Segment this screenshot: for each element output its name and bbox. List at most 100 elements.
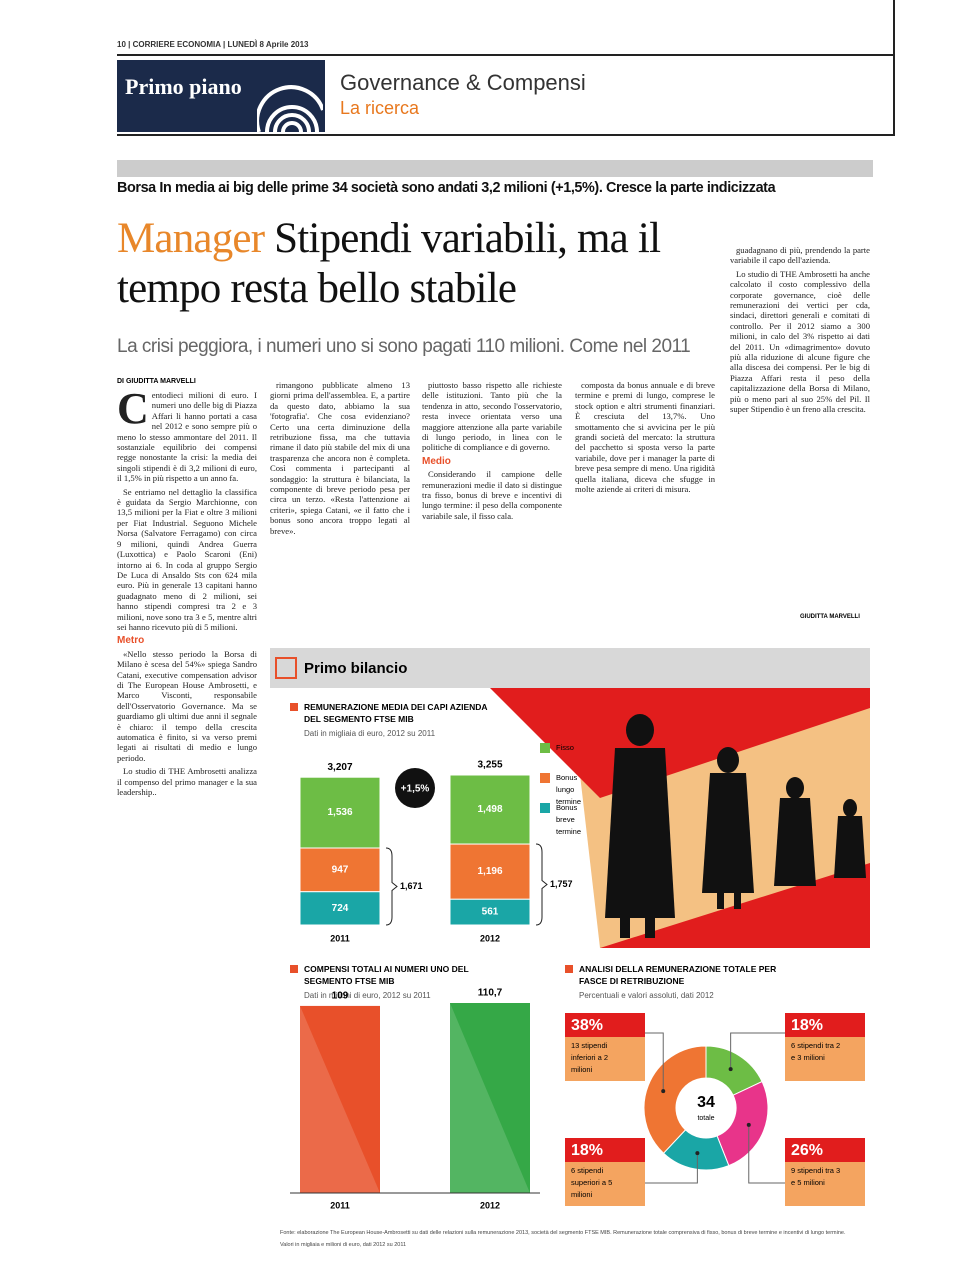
section: Primo piano <box>125 74 242 99</box>
chart-title: COMPENSI TOTALI AI NUMERI UNO DEL SEGMENT… <box>304 964 469 986</box>
topic: Governance & Compensi <box>340 70 586 95</box>
x-label: 2012 <box>480 1200 500 1210</box>
subhead: Metro <box>117 635 145 647</box>
line: milioni <box>571 1190 593 1199</box>
folio: 10 | CORRIERE ECONOMIA | LUNEDÌ 8 Aprile… <box>117 40 309 49</box>
donut-slice <box>716 1080 769 1167</box>
legend-label: Bonus lungo termine <box>556 773 581 806</box>
line: 13 stipendi <box>571 1041 608 1050</box>
logo <box>257 85 323 132</box>
paragraph: guadagnano di più, prendendo la parte va… <box>730 245 870 266</box>
chart-subtitle: Dati in milioni di euro, 2012 su 2011 <box>304 991 431 1000</box>
title-marker <box>565 965 573 973</box>
segment-label: 1,498 <box>477 804 502 815</box>
legend-swatch <box>540 803 550 813</box>
rule <box>893 0 895 136</box>
date: LUNEDÌ 8 Aprile 2013 <box>227 40 309 49</box>
leader <box>748 1124 785 1184</box>
line: Fonte: elaborazione The European House-A… <box>280 1230 846 1236</box>
change-bubble <box>395 768 435 808</box>
title-marker <box>290 965 298 973</box>
line: Bonus <box>556 773 578 782</box>
segment-label: 1,196 <box>477 866 502 877</box>
callout-body <box>785 1162 865 1206</box>
total-label: 3,255 <box>477 760 502 771</box>
line: FASCE DI RETRIBUZIONE <box>579 976 685 986</box>
bar-shade <box>450 1003 530 1193</box>
change-label: +1,5% <box>401 784 430 795</box>
leader <box>730 1032 785 1070</box>
chart-title: REMUNERAZIONE MEDIA DEI CAPI AZIENDA DEL … <box>304 702 488 724</box>
column: rimangono pubblicate almeno 13 giorni pr… <box>270 380 410 635</box>
paragraph: composta da bonus annuale e di breve ter… <box>575 380 715 495</box>
bar-segment <box>299 847 381 893</box>
legend-swatch <box>540 743 550 753</box>
total-label: 3,207 <box>327 762 352 773</box>
line: milioni <box>571 1065 593 1074</box>
paragraph: rimangono pubblicate almeno 13 giorni pr… <box>270 380 410 536</box>
line: superiori a 5 <box>571 1178 612 1187</box>
total: 34 <box>697 1094 715 1111</box>
leader <box>645 1153 698 1184</box>
line: ANALISI DELLA REMUNERAZIONE TOTALE PER <box>579 964 776 974</box>
paper-name: CORRIERE ECONOMIA <box>132 40 221 49</box>
bracket <box>535 843 548 926</box>
chart-subtitle: Percentuali e valori assoluti, dati 2012 <box>579 991 714 1000</box>
column: guadagnano di più, prendendo la parte va… <box>730 245 870 615</box>
donut-slice <box>643 1045 707 1154</box>
value-label: 109 <box>332 991 349 1002</box>
icon <box>275 657 297 679</box>
value-label: 110,7 <box>478 988 503 999</box>
paragraph: Lo studio di THE Ambrosetti analizza il … <box>117 766 257 798</box>
signature: GIUDITTA MARVELLI <box>800 614 860 620</box>
segment-label: 1,536 <box>327 807 352 818</box>
segment-label: 724 <box>332 903 349 914</box>
line: Valori in migliaia e milioni di euro, da… <box>280 1242 406 1248</box>
callout-head <box>565 1013 645 1037</box>
line: 6 stipendi <box>571 1166 603 1175</box>
paragraph: Centodieci milioni di euro. I numeri uno… <box>117 390 257 484</box>
headline-tag: Manager <box>117 215 265 262</box>
donut-center <box>677 1079 735 1137</box>
callout-body <box>785 1037 865 1081</box>
line: e 5 milioni <box>791 1178 825 1187</box>
bar-segment <box>299 776 381 849</box>
rule <box>117 54 895 56</box>
infographic: Primo bilancio REMUNERAZIONE MEDIA DEI C… <box>270 648 870 1258</box>
bracket-label: 1,671 <box>400 881 423 891</box>
infographic-header <box>270 648 870 688</box>
legend-label: Fisso <box>556 743 574 752</box>
bar-segment <box>449 898 531 926</box>
bar <box>450 1003 530 1193</box>
callout-text: 13 stipendi inferiori a 2 milioni <box>571 1041 608 1074</box>
callout-text: 6 stipendi tra 2 e 3 milioni <box>791 1041 840 1062</box>
paragraph: Lo studio di THE Ambrosetti ha anche cal… <box>730 268 870 415</box>
bar-segment <box>449 774 531 845</box>
line: REMUNERAZIONE MEDIA DEI CAPI AZIENDA <box>304 702 488 712</box>
subtopic: La ricerca <box>340 98 420 118</box>
legend-label: Bonus breve termine <box>556 803 581 836</box>
callout-percent: 18% <box>791 1017 823 1034</box>
subhead: Medio <box>422 455 451 467</box>
leader-dot <box>661 1089 666 1094</box>
infographic-title: Primo bilancio <box>304 660 407 677</box>
leader <box>645 1032 664 1092</box>
headline-block: Manager Stipendi variabili, ma il tempo … <box>117 214 727 314</box>
x-label: 2011 <box>330 1200 350 1210</box>
kicker: Borsa In media ai big delle prime 34 soc… <box>117 180 776 196</box>
callout-percent: 26% <box>791 1142 823 1159</box>
line: breve <box>556 815 575 824</box>
chart-subtitle: Dati in migliaia di euro, 2012 su 2011 <box>304 729 436 738</box>
title-marker <box>290 703 298 711</box>
line: Fisso <box>556 743 574 752</box>
column: composta da bonus annuale e di breve ter… <box>575 380 715 635</box>
total-label: totale <box>697 1115 714 1122</box>
rule <box>117 134 895 136</box>
page-number: 10 <box>117 40 126 49</box>
legend-swatch <box>540 773 550 783</box>
leader-dot <box>728 1067 733 1072</box>
line: Bonus <box>556 803 578 812</box>
callout-body <box>565 1162 645 1206</box>
bar-segment <box>449 843 531 900</box>
paragraph: «Nello stesso periodo la Borsa di Milano… <box>117 648 257 763</box>
